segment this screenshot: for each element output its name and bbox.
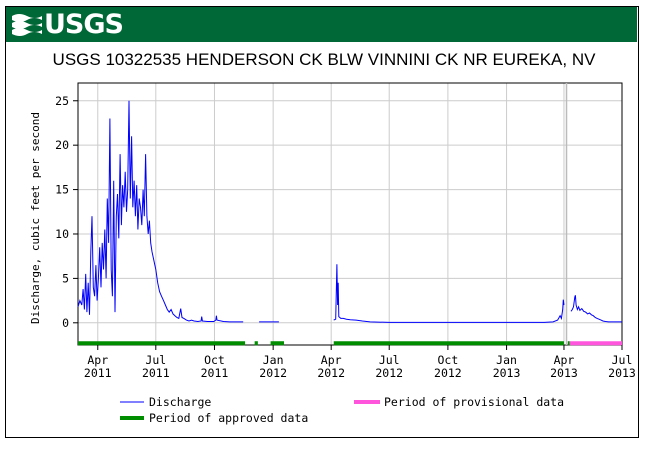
legend-discharge-label: Discharge xyxy=(149,395,211,409)
x-tick-year-5: 2012 xyxy=(375,366,403,380)
usgs-logo-text: USGS xyxy=(44,9,124,40)
y-tick-label-20: 20 xyxy=(55,138,69,152)
x-tick-year-1: 2011 xyxy=(142,366,170,380)
y-tick-label-25: 25 xyxy=(55,94,69,108)
x-tick-month-9: Jul xyxy=(612,353,633,367)
x-tick-month-7: Jan xyxy=(496,353,517,367)
usgs-banner xyxy=(6,7,637,42)
x-tick-month-0: Apr xyxy=(87,353,108,367)
x-tick-year-4: 2012 xyxy=(317,366,345,380)
y-tick-label-10: 10 xyxy=(55,227,69,241)
y-axis: 0 5 10 15 20 25 xyxy=(55,94,78,330)
x-tick-year-0: 2011 xyxy=(84,366,112,380)
x-tick-month-5: Jul xyxy=(379,353,400,367)
usgs-logo[interactable]: USGS xyxy=(12,9,124,40)
y-tick-label-5: 5 xyxy=(62,271,69,285)
discharge-line-segment-0 xyxy=(77,100,244,323)
y-tick-label-15: 15 xyxy=(55,183,69,197)
x-tick-year-3: 2012 xyxy=(259,366,287,380)
legend-provisional-label: Period of provisional data xyxy=(384,395,564,409)
x-tick-month-3: Jan xyxy=(263,353,284,367)
grid-lines xyxy=(78,83,623,345)
x-tick-year-9: 2013 xyxy=(608,366,636,380)
plot-area xyxy=(77,82,623,346)
discharge-line-segment-3 xyxy=(570,295,622,323)
x-tick-month-2: Oct xyxy=(204,353,225,367)
x-tick-year-2: 2011 xyxy=(201,366,229,380)
x-tick-month-6: Oct xyxy=(438,353,459,367)
chart-title: USGS 10322535 HENDERSON CK BLW VINNINI C… xyxy=(52,50,596,69)
usgs-wave-icon xyxy=(12,14,42,36)
x-tick-month-4: Apr xyxy=(321,353,342,367)
x-tick-month-8: Apr xyxy=(554,353,575,367)
y-tick-label-0: 0 xyxy=(62,316,69,330)
x-tick-month-1: Jul xyxy=(145,353,166,367)
legend-approved-label: Period of approved data xyxy=(149,411,308,425)
x-tick-year-6: 2012 xyxy=(434,366,462,380)
discharge-line-segment-2 xyxy=(333,264,565,323)
discharge-series xyxy=(77,83,622,345)
x-axis: Apr2011Jul2011Oct2011Jan2012Apr2012Jul20… xyxy=(84,345,636,380)
x-tick-year-7: 2013 xyxy=(493,366,521,380)
x-tick-year-8: 2013 xyxy=(550,366,578,380)
legend: Discharge Period of provisional data Per… xyxy=(120,395,564,425)
y-axis-label: Discharge, cubic feet per second xyxy=(29,112,42,324)
